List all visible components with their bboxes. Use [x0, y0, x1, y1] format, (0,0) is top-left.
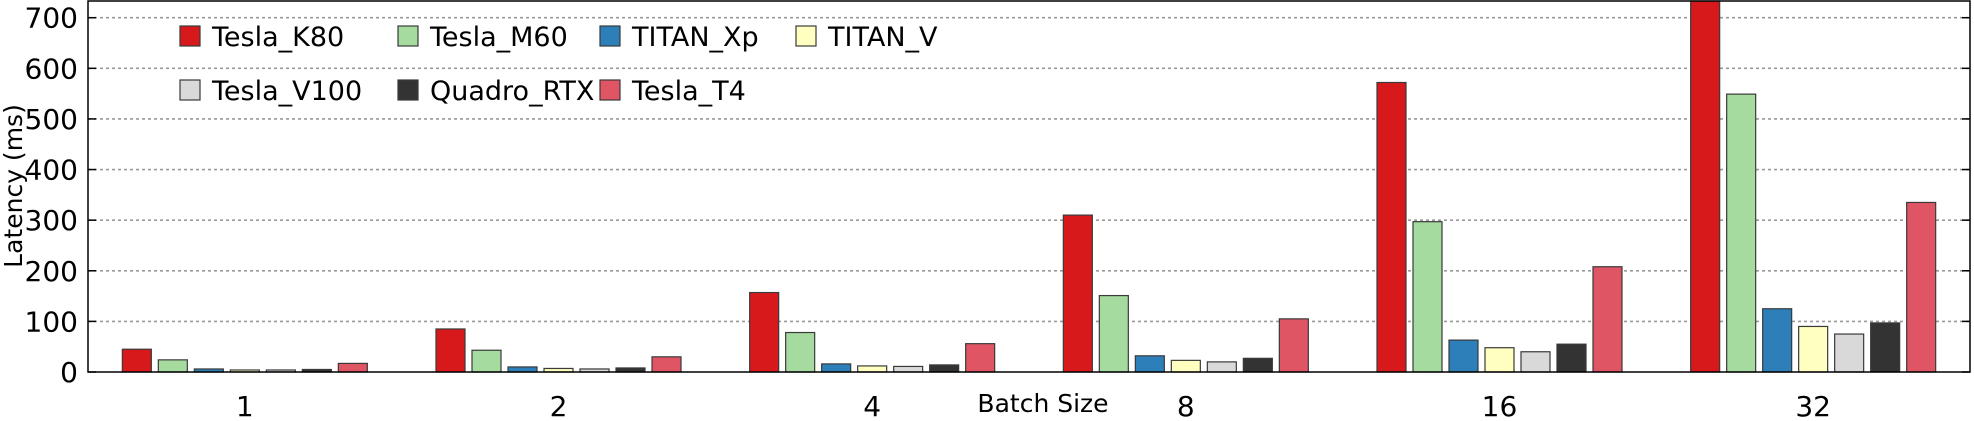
- bar-quadro-rtx-batch-16: [1556, 343, 1587, 373]
- x-tick-label: 4: [863, 390, 881, 421]
- bar-tesla-t4-batch-4: [965, 343, 996, 373]
- bar-tesla-t4-batch-2: [651, 356, 682, 373]
- bar-titan-xp-batch-2: [507, 366, 538, 373]
- x-tick-label: 16: [1482, 390, 1518, 421]
- bar-tesla-k80-batch-8: [1062, 214, 1093, 373]
- bar-tesla-v100-batch-4: [893, 365, 924, 373]
- bar-titan-xp-batch-8: [1134, 355, 1165, 373]
- bar-tesla-m60-batch-8: [1098, 294, 1129, 373]
- bar-tesla-k80-batch-1: [121, 348, 152, 373]
- x-tick-label: 8: [1177, 390, 1195, 421]
- legend-label: Quadro_RTX: [430, 76, 594, 107]
- y-ticks: 0 100 200 300 400 500 600 700: [25, 2, 1970, 389]
- plot-frame: [87, 0, 1971, 373]
- bar-tesla-v100-batch-16: [1520, 351, 1551, 373]
- y-tick-label: 200: [25, 255, 78, 288]
- legend-label: Tesla_V100: [211, 76, 362, 107]
- legend-swatch: [599, 79, 621, 101]
- bar-tesla-v100-batch-32: [1834, 333, 1865, 373]
- bar-tesla-k80-batch-4: [749, 291, 780, 373]
- bar-tesla-m60-batch-4: [785, 331, 816, 373]
- bar-titan-v-batch-16: [1484, 347, 1515, 373]
- x-tick-label: 32: [1795, 390, 1831, 421]
- bar-tesla-t4-batch-32: [1906, 201, 1937, 373]
- legend-swatch: [179, 25, 201, 47]
- legend-label: TITAN_Xp: [631, 22, 759, 53]
- x-ticks: 1 2 4 8 16 32: [236, 390, 1831, 421]
- bar-tesla-v100-batch-8: [1206, 361, 1237, 373]
- bar-tesla-k80-batch-16: [1376, 81, 1407, 373]
- bars: [121, 0, 1937, 373]
- legend-swatch: [397, 25, 419, 47]
- grid-lines: [88, 16, 1970, 323]
- bar-tesla-t4-batch-1: [337, 362, 368, 373]
- x-axis-label: Batch Size: [977, 389, 1108, 418]
- y-tick-label: 600: [25, 52, 78, 85]
- legend-label: Tesla_M60: [429, 22, 568, 53]
- bar-titan-xp-batch-32: [1762, 308, 1793, 373]
- legend-label: TITAN_V: [827, 22, 938, 53]
- legend-swatch: [599, 25, 621, 47]
- legend-label: Tesla_T4: [631, 76, 746, 107]
- bar-tesla-m60-batch-1: [157, 359, 188, 373]
- x-tick-label: 2: [550, 390, 568, 421]
- y-tick-label: 100: [25, 305, 78, 338]
- y-tick-label: 300: [25, 204, 78, 237]
- bar-titan-v-batch-8: [1170, 359, 1201, 373]
- y-axis-label: Latency (ms): [0, 104, 28, 268]
- legend-swatch: [179, 79, 201, 101]
- legend: Tesla_K80 Tesla_M60 TITAN_Xp TITAN_V Tesla_V…: [179, 22, 938, 107]
- y-tick-label: 0: [60, 356, 78, 389]
- bar-titan-xp-batch-4: [821, 363, 852, 373]
- y-tick-label: 700: [25, 2, 78, 35]
- legend-label: Tesla_K80: [211, 22, 344, 53]
- y-tick-label: 400: [25, 154, 78, 187]
- bar-quadro-rtx-batch-4: [929, 364, 960, 373]
- bar-tesla-t4-batch-16: [1592, 266, 1623, 373]
- legend-swatch: [795, 25, 817, 47]
- legend-swatch: [397, 79, 419, 101]
- bar-quadro-rtx-batch-32: [1870, 322, 1901, 373]
- y-tick-label: 500: [25, 103, 78, 136]
- bar-tesla-m60-batch-32: [1726, 93, 1757, 373]
- bar-titan-xp-batch-16: [1448, 339, 1479, 373]
- bar-titan-v-batch-4: [857, 365, 888, 373]
- bar-quadro-rtx-batch-8: [1242, 357, 1273, 373]
- x-tick-label: 1: [236, 390, 254, 421]
- bar-tesla-k80-batch-2: [435, 328, 466, 373]
- bar-tesla-k80-batch-32: [1690, 0, 1721, 373]
- bar-titan-v-batch-32: [1798, 325, 1829, 373]
- bar-tesla-t4-batch-8: [1278, 318, 1309, 373]
- bar-tesla-m60-batch-2: [471, 349, 502, 373]
- bar-tesla-m60-batch-16: [1412, 221, 1443, 373]
